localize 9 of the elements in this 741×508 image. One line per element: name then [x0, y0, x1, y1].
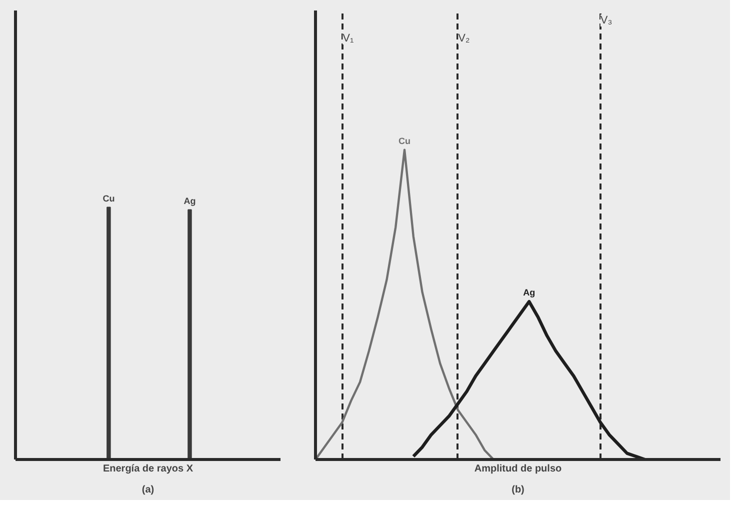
- x-axis-title: Energía de rayos X: [102, 464, 194, 474]
- text: (b): [512, 484, 524, 496]
- x-axis-title: Amplitud de pulso: [474, 464, 562, 474]
- text: (a): [142, 484, 154, 496]
- text: V₁: [342, 32, 354, 44]
- text: V₃: [600, 14, 612, 26]
- series-label: Cu: [398, 136, 411, 146]
- series-label: Ag: [523, 288, 536, 298]
- text: V₂: [458, 32, 470, 44]
